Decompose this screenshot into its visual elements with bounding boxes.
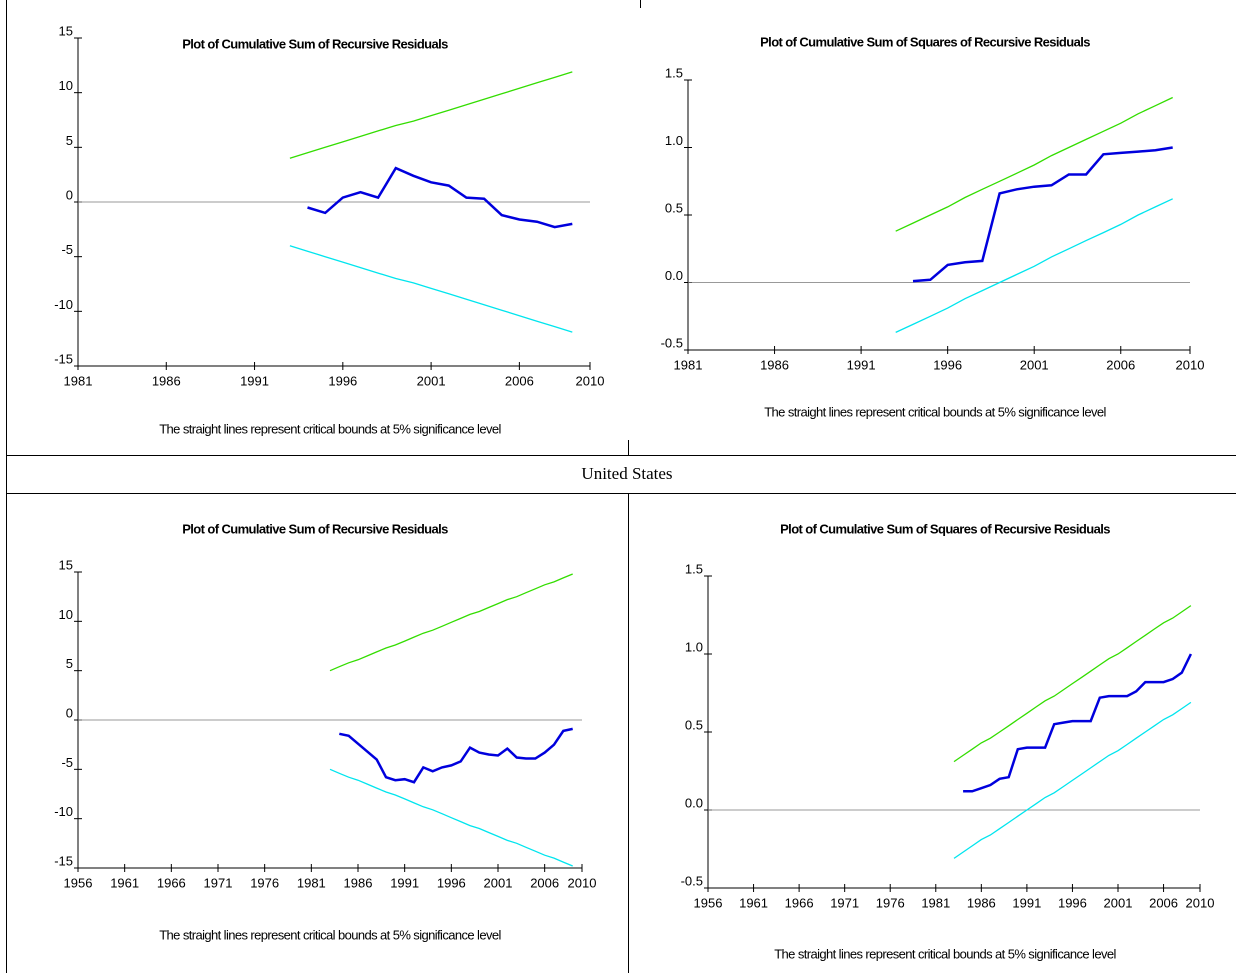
chart-panel: Plot of Cumulative Sum of Recursive Resi… bbox=[54, 521, 596, 942]
x-tick-label: 1956 bbox=[64, 875, 93, 890]
y-tick-label: -0.5 bbox=[681, 873, 703, 888]
y-tick-label: 1.5 bbox=[685, 561, 703, 576]
chart-title: Plot of Cumulative Sum of Recursive Resi… bbox=[182, 36, 448, 51]
table-frame bbox=[6, 0, 1236, 973]
y-tick-label: 0 bbox=[66, 705, 73, 720]
x-tick-label: 1976 bbox=[250, 875, 279, 890]
series-line bbox=[339, 727, 573, 784]
y-tick-label: 10 bbox=[59, 607, 73, 622]
y-tick-label: 15 bbox=[59, 23, 73, 38]
series-line bbox=[329, 573, 573, 672]
y-tick-label: 5 bbox=[66, 133, 73, 148]
y-tick-label: -15 bbox=[54, 853, 73, 868]
series-line bbox=[895, 96, 1173, 232]
y-tick-label: -15 bbox=[54, 351, 73, 366]
series-line bbox=[963, 653, 1193, 793]
y-tick-label: 0.0 bbox=[685, 795, 703, 810]
x-tick-label: 1981 bbox=[674, 357, 703, 372]
x-tick-label: 2001 bbox=[1104, 895, 1133, 910]
chart-title: Plot of Cumulative Sum of Squares of Rec… bbox=[760, 34, 1090, 49]
x-tick-label: 2010 bbox=[568, 875, 597, 890]
chart-panel: Plot of Cumulative Sum of Squares of Rec… bbox=[661, 34, 1205, 419]
x-tick-label: 1996 bbox=[1058, 895, 1087, 910]
x-tick-label: 1996 bbox=[933, 357, 962, 372]
series-line bbox=[895, 198, 1173, 333]
chart-panel: Plot of Cumulative Sum of Recursive Resi… bbox=[54, 23, 604, 436]
chart-note: The straight lines represent critical bo… bbox=[774, 946, 1116, 961]
x-tick-label: 2010 bbox=[1176, 357, 1205, 372]
y-tick-label: 5 bbox=[66, 656, 73, 671]
y-tick-label: 0.5 bbox=[685, 717, 703, 732]
y-tick-label: -5 bbox=[61, 755, 73, 770]
x-tick-label: 2001 bbox=[417, 373, 446, 388]
x-tick-label: 1996 bbox=[328, 373, 357, 388]
x-tick-label: 1986 bbox=[760, 357, 789, 372]
x-tick-label: 2001 bbox=[1020, 357, 1049, 372]
y-tick-label: -10 bbox=[54, 804, 73, 819]
x-tick-label: 1986 bbox=[344, 875, 373, 890]
series-line bbox=[329, 768, 573, 867]
y-tick-label: -0.5 bbox=[661, 335, 683, 350]
series-line bbox=[953, 605, 1192, 763]
x-tick-label: 2006 bbox=[1149, 895, 1178, 910]
y-tick-label: 0 bbox=[66, 187, 73, 202]
x-tick-label: 1981 bbox=[64, 373, 93, 388]
chart-panel: Plot of Cumulative Sum of Squares of Rec… bbox=[681, 521, 1215, 961]
chart-note: The straight lines represent critical bo… bbox=[764, 404, 1106, 419]
series-line bbox=[307, 166, 573, 229]
x-tick-label: 1971 bbox=[830, 895, 859, 910]
series-line bbox=[953, 701, 1192, 859]
y-tick-label: 0.5 bbox=[665, 200, 683, 215]
x-tick-label: 2010 bbox=[1186, 895, 1215, 910]
y-tick-label: 15 bbox=[59, 557, 73, 572]
y-tick-label: 0.0 bbox=[665, 268, 683, 283]
chart-note: The straight lines represent critical bo… bbox=[159, 421, 501, 436]
x-tick-label: 1966 bbox=[785, 895, 814, 910]
x-tick-label: 1991 bbox=[847, 357, 876, 372]
series-line bbox=[289, 245, 573, 333]
x-tick-label: 1976 bbox=[876, 895, 905, 910]
x-tick-label: 2006 bbox=[505, 373, 534, 388]
y-tick-label: 1.5 bbox=[665, 65, 683, 80]
y-tick-label: 10 bbox=[59, 78, 73, 93]
x-tick-label: 2006 bbox=[1106, 357, 1135, 372]
x-tick-label: 1966 bbox=[157, 875, 186, 890]
x-tick-label: 1986 bbox=[152, 373, 181, 388]
x-tick-label: 1991 bbox=[390, 875, 419, 890]
y-tick-label: -10 bbox=[54, 297, 73, 312]
x-tick-label: 1991 bbox=[240, 373, 269, 388]
series-line bbox=[912, 146, 1173, 283]
x-tick-label: 2006 bbox=[530, 875, 559, 890]
chart-note: The straight lines represent critical bo… bbox=[159, 927, 501, 942]
x-tick-label: 1986 bbox=[967, 895, 996, 910]
country-caption: United States bbox=[581, 464, 672, 483]
x-tick-label: 1981 bbox=[921, 895, 950, 910]
y-tick-label: 1.0 bbox=[685, 639, 703, 654]
x-tick-label: 1961 bbox=[110, 875, 139, 890]
x-tick-label: 1971 bbox=[204, 875, 233, 890]
x-tick-label: 1991 bbox=[1012, 895, 1041, 910]
x-tick-label: 2010 bbox=[576, 373, 605, 388]
x-tick-label: 1956 bbox=[694, 895, 723, 910]
x-tick-label: 1981 bbox=[297, 875, 326, 890]
x-tick-label: 1996 bbox=[437, 875, 466, 890]
x-tick-label: 1961 bbox=[739, 895, 768, 910]
series-line bbox=[289, 71, 573, 159]
chart-title: Plot of Cumulative Sum of Recursive Resi… bbox=[182, 521, 448, 536]
y-tick-label: 1.0 bbox=[665, 133, 683, 148]
x-tick-label: 2001 bbox=[484, 875, 513, 890]
y-tick-label: -5 bbox=[61, 242, 73, 257]
chart-title: Plot of Cumulative Sum of Squares of Rec… bbox=[780, 521, 1110, 536]
